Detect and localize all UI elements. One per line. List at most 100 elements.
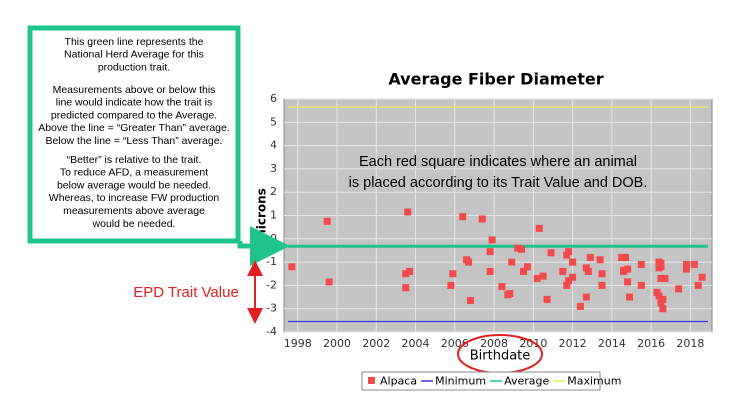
point xyxy=(618,253,626,261)
x-tick-label: 2014 xyxy=(598,337,626,350)
point xyxy=(533,274,541,282)
callout-box xyxy=(27,25,241,244)
x-axis-label: Birthdate xyxy=(470,349,531,364)
point xyxy=(563,281,571,289)
point xyxy=(655,292,663,300)
y-tick-label: 1 xyxy=(270,209,277,222)
point xyxy=(586,253,594,261)
point xyxy=(463,256,471,264)
callout-text: line would indicate how the trait is xyxy=(56,97,212,109)
callout-text: measurements above average xyxy=(63,205,205,217)
point xyxy=(323,217,331,225)
point xyxy=(498,283,506,291)
point xyxy=(584,267,592,275)
point xyxy=(514,244,522,252)
point xyxy=(404,208,412,216)
legend-label: Alpaca xyxy=(380,375,417,388)
point xyxy=(543,295,551,303)
point xyxy=(288,263,296,271)
point xyxy=(598,281,606,289)
point xyxy=(596,256,604,264)
point xyxy=(624,265,632,273)
x-tick-label: 2008 xyxy=(480,337,508,350)
legend xyxy=(361,371,601,391)
legend-marker xyxy=(368,377,375,384)
point xyxy=(637,281,645,289)
point xyxy=(620,267,628,275)
point xyxy=(682,265,690,273)
callout-text: Below the line = “Less Than” average. xyxy=(46,135,223,147)
point xyxy=(486,267,494,275)
point xyxy=(467,297,475,305)
x-tick-label: 2018 xyxy=(676,337,704,350)
point xyxy=(559,267,567,275)
point xyxy=(569,273,577,281)
point xyxy=(657,259,665,267)
point xyxy=(576,302,584,310)
point xyxy=(582,293,590,301)
plot-annotation: Each red square indicates where an anima… xyxy=(359,154,637,170)
y-axis-label: microns xyxy=(255,188,269,242)
point xyxy=(661,274,669,282)
callout-arrow xyxy=(237,226,290,266)
point xyxy=(659,295,667,303)
y-tick-label: -1 xyxy=(266,255,277,268)
point xyxy=(547,249,555,257)
point xyxy=(523,263,531,271)
x-tick-label: 2000 xyxy=(323,337,351,350)
callout-text: below average would be needed. xyxy=(57,179,211,191)
callout-text: production trait. xyxy=(98,61,170,73)
callout-text: This green line represents the xyxy=(65,36,204,48)
point xyxy=(682,260,690,268)
point xyxy=(637,260,645,268)
legend-label: Average xyxy=(504,375,549,388)
y-tick-label: -2 xyxy=(266,278,277,291)
point xyxy=(690,260,698,268)
callout-text: National Herd Average for this xyxy=(64,49,204,61)
callout-text: “Better” is relative to the trait. xyxy=(67,154,202,166)
y-tick-label: 2 xyxy=(270,185,277,198)
chart-title: Average Fiber Diameter xyxy=(388,70,603,89)
callout-text: Measurements above or below this xyxy=(53,84,216,96)
point xyxy=(504,291,512,299)
y-tick-label: -3 xyxy=(266,302,277,315)
point xyxy=(539,272,547,280)
point xyxy=(488,236,496,244)
legend-label: Minimum xyxy=(435,375,486,388)
point xyxy=(478,215,486,223)
y-tick-label: 0 xyxy=(270,232,277,245)
point xyxy=(508,258,516,266)
point xyxy=(459,213,467,221)
x-tick-label: 2016 xyxy=(637,337,665,350)
callout-text: Above the line = “Greater Than” average. xyxy=(38,122,230,134)
point xyxy=(402,270,410,278)
point xyxy=(598,270,606,278)
point xyxy=(569,258,577,266)
point xyxy=(447,281,455,289)
point xyxy=(325,278,333,286)
point xyxy=(657,274,665,282)
point xyxy=(406,267,414,275)
point xyxy=(694,281,702,289)
x-tick-label: 1998 xyxy=(284,337,312,350)
point xyxy=(675,285,683,293)
point xyxy=(486,248,494,256)
point xyxy=(449,270,457,278)
point xyxy=(698,273,706,281)
x-tick-label: 2002 xyxy=(362,337,390,350)
y-tick-label: 6 xyxy=(270,92,277,105)
point xyxy=(565,248,573,256)
point xyxy=(535,224,543,232)
point xyxy=(622,253,630,261)
point xyxy=(520,267,528,275)
side-label: EPD Trait Value xyxy=(133,284,239,301)
point xyxy=(626,293,634,301)
point xyxy=(624,278,632,286)
point xyxy=(565,277,573,285)
y-tick-label: -4 xyxy=(266,325,277,338)
callout-text: Whereas, to increase FW production xyxy=(49,192,220,204)
callout-text: predicted compared to the Average. xyxy=(51,109,217,121)
point xyxy=(518,245,526,253)
y-tick-label: 3 xyxy=(270,162,277,175)
